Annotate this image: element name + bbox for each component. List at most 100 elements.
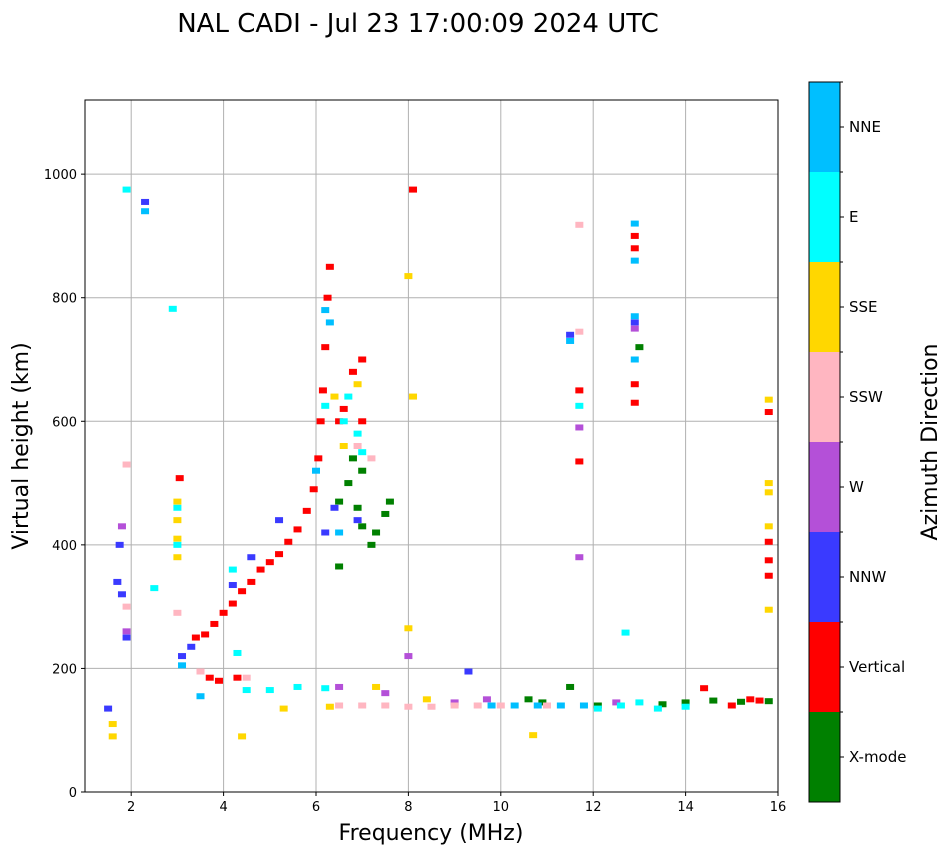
data-point (409, 393, 418, 400)
data-point (764, 523, 773, 530)
data-point (575, 328, 584, 335)
data-point (533, 702, 542, 709)
data-point (404, 273, 413, 280)
data-point (681, 703, 690, 710)
data-point (409, 186, 418, 193)
data-point (358, 449, 367, 456)
data-point (353, 381, 362, 388)
data-point (275, 517, 284, 524)
data-point (196, 693, 205, 700)
data-point (653, 705, 662, 712)
data-point (339, 405, 348, 412)
y-tick-label: 400 (52, 539, 77, 554)
data-point (238, 588, 247, 595)
data-point (737, 698, 746, 705)
data-point (242, 674, 251, 681)
data-point (575, 221, 584, 228)
data-point (422, 696, 431, 703)
data-point (764, 572, 773, 579)
series-x-mode (335, 344, 773, 709)
data-point (764, 396, 773, 403)
data-point (630, 381, 639, 388)
data-point (482, 696, 491, 703)
y-tick-label: 600 (52, 415, 77, 430)
data-point (247, 554, 256, 561)
colorbar-label: W (849, 478, 864, 496)
data-point (321, 402, 330, 409)
data-point (150, 585, 159, 592)
data-point (529, 732, 538, 739)
series-nnw (104, 198, 639, 712)
data-point (764, 409, 773, 416)
data-point (353, 443, 362, 449)
data-point (335, 418, 344, 425)
data-point (321, 307, 330, 314)
colorbar-label: SSW (849, 388, 883, 406)
colorbar-segment (809, 82, 840, 172)
data-point (566, 683, 575, 690)
data-point (117, 591, 126, 598)
data-point (575, 402, 584, 409)
colorbar-segment (809, 262, 840, 352)
y-tick-label: 0 (69, 786, 77, 801)
data-point (450, 702, 459, 709)
y-axis-ticks: 0 200 400 600 800 1000 (44, 168, 85, 801)
data-point (214, 677, 223, 684)
data-point (325, 703, 334, 710)
chart-title: NAL CADI - Jul 23 17:00:09 2024 UTC (177, 9, 659, 39)
data-point (228, 582, 237, 589)
data-point (293, 683, 302, 690)
data-point (196, 668, 205, 675)
data-point (265, 559, 274, 566)
y-axis-label: Virtual height (km) (9, 342, 34, 549)
data-point (173, 517, 182, 524)
data-point (191, 634, 200, 641)
data-point (543, 702, 551, 709)
y-tick-label: 1000 (44, 168, 77, 183)
data-point (275, 551, 284, 558)
data-point (427, 703, 436, 710)
x-tick-label: 12 (585, 800, 602, 815)
data-point (178, 653, 187, 660)
x-axis-label: Frequency (MHz) (339, 821, 524, 846)
data-point (372, 683, 381, 690)
data-point (496, 702, 505, 709)
data-point (141, 208, 150, 215)
colorbar-segment (809, 532, 840, 622)
data-point (115, 541, 124, 548)
colorbar-segment (809, 442, 840, 532)
data-point (630, 245, 639, 252)
data-point (621, 629, 630, 636)
series-nne (141, 208, 639, 709)
data-point (117, 523, 126, 530)
data-point (187, 643, 196, 650)
data-point (344, 480, 353, 487)
plot-frame (84, 99, 779, 793)
data-point (566, 331, 575, 338)
data-point (173, 554, 182, 561)
data-point (321, 529, 330, 536)
data-point (358, 523, 367, 530)
y-tick-label: 800 (52, 292, 77, 307)
data-point (630, 319, 639, 326)
data-point (385, 498, 394, 505)
y-tick-label: 200 (52, 662, 77, 677)
data-point (339, 418, 348, 425)
data-point (746, 696, 755, 703)
data-point (709, 697, 718, 704)
data-point (556, 702, 565, 709)
data-point (302, 507, 311, 514)
data-point (175, 475, 184, 482)
data-point (323, 294, 332, 301)
data-point (575, 424, 584, 431)
colorbar: X-mode Vertical NNW W SSW SSE E NNE (808, 81, 906, 803)
data-point (630, 220, 639, 227)
data-point (141, 198, 150, 205)
data-point (242, 687, 251, 694)
data-point (353, 517, 362, 524)
data-point (265, 687, 274, 694)
data-point (201, 631, 210, 638)
data-point (764, 538, 773, 545)
data-point (381, 702, 390, 709)
